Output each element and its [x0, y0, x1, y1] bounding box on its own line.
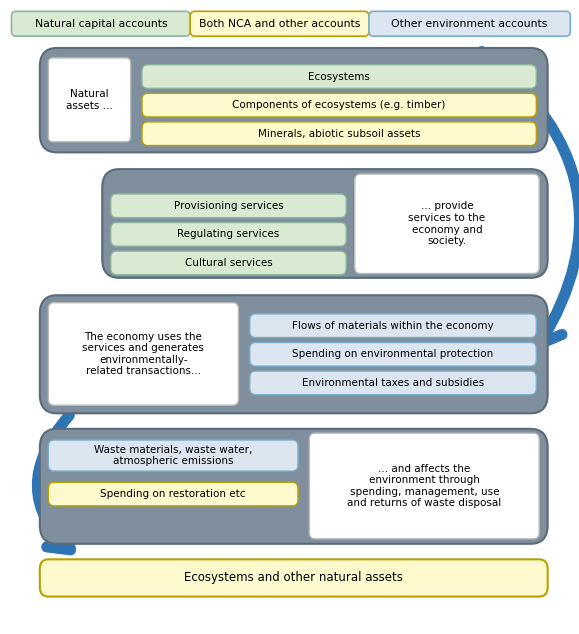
Text: Ecosystems and other natural assets: Ecosystems and other natural assets — [184, 571, 403, 585]
FancyBboxPatch shape — [102, 169, 548, 278]
FancyBboxPatch shape — [111, 194, 346, 217]
FancyBboxPatch shape — [40, 429, 548, 544]
FancyBboxPatch shape — [40, 295, 548, 413]
Text: Environmental taxes and subsidies: Environmental taxes and subsidies — [302, 378, 484, 388]
FancyBboxPatch shape — [111, 223, 346, 246]
Text: The economy uses the
services and generates
environmentally-
related transaction: The economy uses the services and genera… — [82, 332, 204, 377]
FancyBboxPatch shape — [49, 302, 239, 405]
FancyBboxPatch shape — [355, 174, 539, 273]
FancyBboxPatch shape — [369, 11, 570, 36]
FancyBboxPatch shape — [142, 65, 536, 88]
FancyBboxPatch shape — [12, 11, 190, 36]
Text: Cultural services: Cultural services — [185, 258, 272, 268]
Text: Natural
assets ...: Natural assets ... — [66, 89, 113, 111]
FancyBboxPatch shape — [49, 482, 298, 506]
Text: Spending on restoration etc: Spending on restoration etc — [100, 489, 246, 499]
Text: Flows of materials within the economy: Flows of materials within the economy — [292, 321, 494, 331]
FancyBboxPatch shape — [250, 371, 536, 394]
Text: Both NCA and other accounts: Both NCA and other accounts — [199, 19, 360, 29]
Text: Provisioning services: Provisioning services — [174, 201, 283, 210]
Text: ... and affects the
environment through
spending, management, use
and returns of: ... and affects the environment through … — [347, 463, 501, 508]
FancyBboxPatch shape — [40, 48, 548, 152]
Text: Spending on environmental protection: Spending on environmental protection — [292, 349, 494, 359]
Text: Ecosystems: Ecosystems — [308, 72, 370, 82]
FancyBboxPatch shape — [309, 433, 539, 539]
Text: ... provide
services to the
economy and
society.: ... provide services to the economy and … — [408, 202, 486, 246]
Text: Minerals, abiotic subsoil assets: Minerals, abiotic subsoil assets — [258, 129, 420, 139]
Text: Natural capital accounts: Natural capital accounts — [35, 19, 167, 29]
Text: Regulating services: Regulating services — [177, 230, 280, 240]
FancyBboxPatch shape — [40, 559, 548, 597]
Text: Components of ecosystems (e.g. timber): Components of ecosystems (e.g. timber) — [232, 100, 446, 110]
Text: Other environment accounts: Other environment accounts — [391, 19, 548, 29]
FancyArrowPatch shape — [482, 51, 579, 344]
FancyArrowPatch shape — [37, 415, 71, 550]
FancyBboxPatch shape — [250, 314, 536, 337]
FancyBboxPatch shape — [142, 93, 536, 117]
FancyBboxPatch shape — [190, 11, 369, 36]
Text: Waste materials, waste water,
atmospheric emissions: Waste materials, waste water, atmospheri… — [94, 445, 252, 467]
FancyBboxPatch shape — [49, 58, 131, 142]
FancyBboxPatch shape — [142, 122, 536, 146]
FancyBboxPatch shape — [49, 440, 298, 471]
FancyBboxPatch shape — [111, 251, 346, 275]
FancyBboxPatch shape — [250, 342, 536, 366]
